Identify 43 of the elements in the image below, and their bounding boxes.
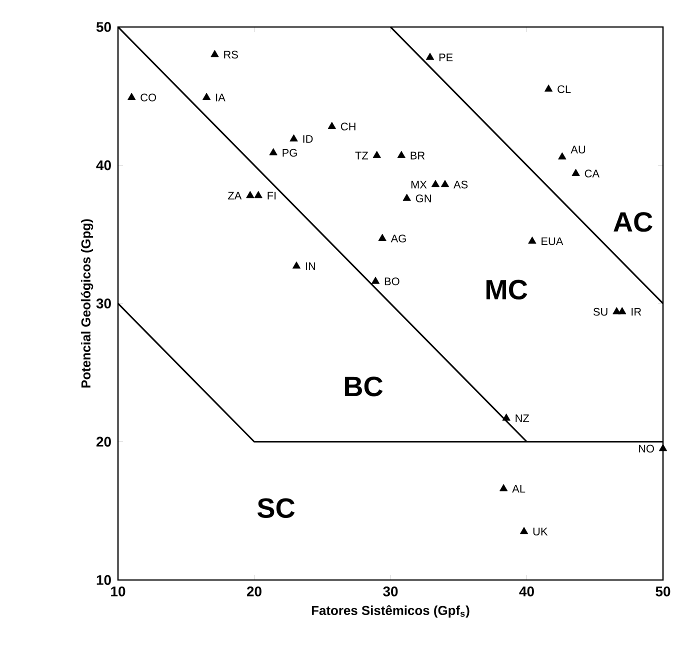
data-label: UK bbox=[533, 528, 548, 536]
data-label: TZ bbox=[355, 152, 368, 160]
data-label: CA bbox=[584, 170, 600, 178]
data-label: ID bbox=[303, 135, 313, 143]
y-tick-label: 30 bbox=[96, 298, 111, 308]
data-label: PG bbox=[282, 148, 297, 157]
data-label: PE bbox=[439, 54, 453, 62]
x-tick-label: 50 bbox=[656, 586, 670, 596]
x-tick-label: 40 bbox=[519, 586, 534, 596]
data-label: CH bbox=[340, 122, 356, 130]
annotation: MC bbox=[486, 280, 528, 300]
x-axis-title: Fatores Sistêmicos (Gpf$_{s}$) bbox=[312, 605, 470, 618]
y-axis-title: Potencial Geológicos (Gpg) bbox=[80, 219, 94, 388]
data-label: BR bbox=[410, 152, 425, 160]
data-label: GN bbox=[416, 194, 431, 202]
x-tick-label: 30 bbox=[383, 586, 398, 596]
data-label: BO bbox=[384, 278, 400, 286]
data-label: AS bbox=[454, 180, 468, 188]
data-label: CL bbox=[558, 85, 571, 94]
y-tick-label: 40 bbox=[96, 160, 111, 170]
data-label: AG bbox=[390, 234, 406, 242]
annotation: BC bbox=[344, 376, 383, 396]
y-tick-label: 20 bbox=[96, 436, 111, 447]
x-tick-label: 10 bbox=[111, 586, 126, 596]
x-tick-label: 20 bbox=[246, 586, 262, 596]
data-label: FI bbox=[268, 192, 276, 200]
data-label: NZ bbox=[516, 414, 530, 422]
data-label: EUA bbox=[542, 237, 564, 246]
annotation: AC bbox=[614, 212, 652, 232]
y-tick-label: 10 bbox=[96, 575, 111, 585]
data-label: IN bbox=[306, 262, 316, 270]
annotation: SC bbox=[257, 498, 295, 518]
data-label: RS bbox=[224, 50, 238, 59]
data-label: NO bbox=[638, 444, 654, 453]
data-label: IA bbox=[216, 94, 226, 102]
data-label: MX bbox=[411, 180, 427, 188]
data-label: ZA bbox=[228, 192, 242, 200]
data-label: AU bbox=[570, 146, 586, 154]
data-label: IR bbox=[632, 308, 642, 316]
y-tick-label: 50 bbox=[96, 22, 111, 32]
data-label: SU bbox=[593, 308, 608, 316]
data-label: CO bbox=[140, 94, 156, 102]
data-label: AL bbox=[512, 484, 526, 493]
